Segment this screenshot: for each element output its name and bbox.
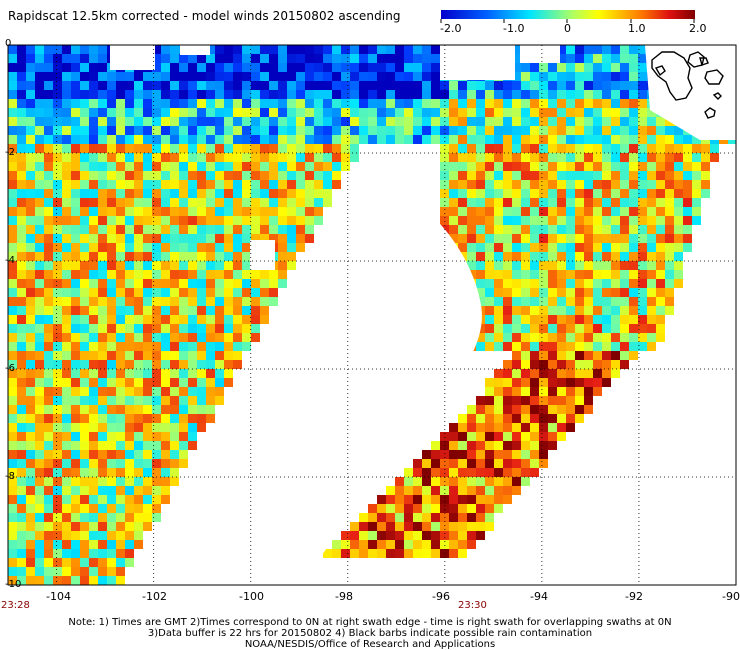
swath-time-label: 23:28 bbox=[1, 600, 30, 611]
colorbar-label: 1.0 bbox=[628, 22, 646, 35]
swath-time-label: 23:30 bbox=[458, 600, 487, 611]
lon-label: -102 bbox=[142, 590, 167, 603]
colorbar-label: -1.0 bbox=[503, 22, 525, 35]
lat-label: -10 bbox=[5, 579, 22, 590]
lon-label: -92 bbox=[625, 590, 643, 603]
graticule bbox=[8, 45, 736, 585]
lat-label: -6 bbox=[5, 363, 15, 374]
lon-label: -96 bbox=[432, 590, 450, 603]
footnote-line: Note: 1) Times are GMT 2)Times correspon… bbox=[68, 617, 672, 628]
lat-label: -2 bbox=[5, 147, 15, 158]
footnote-line: NOAA/NESDIS/Office of Research and Appli… bbox=[244, 639, 496, 650]
lon-label: -94 bbox=[530, 590, 548, 603]
footnote-line: 3)Data buffer is 22 hrs for 20150802 4) … bbox=[147, 628, 593, 639]
figure-title: Rapidscat 12.5km corrected - model winds… bbox=[8, 9, 401, 23]
colorbar-label: 2.0 bbox=[689, 22, 707, 35]
galapagos-coastline bbox=[651, 51, 724, 119]
lat-label: -8 bbox=[5, 471, 15, 482]
colorbar bbox=[441, 10, 695, 19]
colorbar-label: 0 bbox=[564, 22, 571, 35]
lon-label: -100 bbox=[239, 590, 264, 603]
lon-label: -90 bbox=[722, 590, 740, 603]
lon-label: -104 bbox=[46, 590, 71, 603]
colorbar-label: -2.0 bbox=[440, 22, 462, 35]
lat-label: -4 bbox=[5, 255, 15, 266]
lon-label: -98 bbox=[335, 590, 353, 603]
lat-label: 0 bbox=[5, 38, 12, 49]
